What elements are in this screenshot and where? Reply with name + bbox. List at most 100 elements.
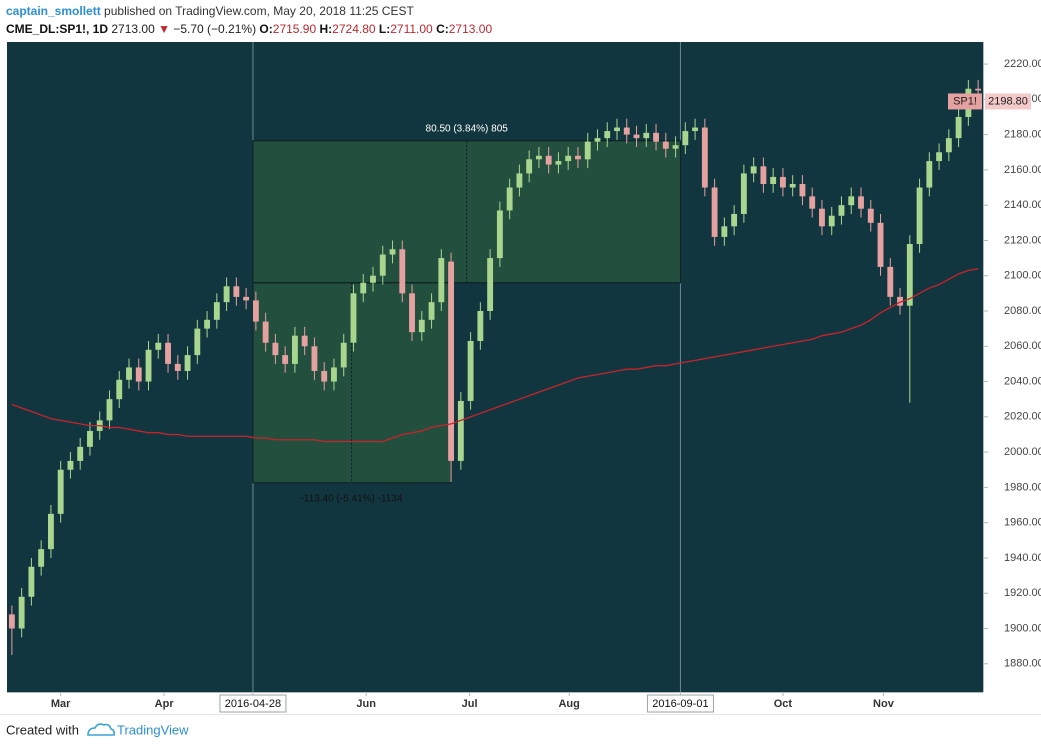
candle-body (760, 166, 767, 184)
candle-body (516, 173, 523, 188)
y-tick-label: 1920.00 (1004, 587, 1041, 599)
candle-body (106, 399, 113, 421)
candle-body (135, 367, 142, 382)
candle-body (38, 549, 45, 567)
open: 2715.90 (273, 22, 317, 36)
last-price-label: 2198.80 (988, 95, 1028, 107)
candle-body (682, 131, 689, 146)
candle-body (653, 132, 659, 142)
candle-body (145, 349, 152, 382)
candle-body (789, 183, 796, 188)
candle-body (77, 446, 84, 461)
candle-body (487, 258, 494, 311)
candle-body (282, 355, 289, 364)
y-tick-label: 1880.00 (1004, 658, 1041, 670)
candle-body (643, 132, 650, 139)
publish-line: captain_smollett published on TradingVie… (6, 4, 414, 18)
x-tick-label: Jul (462, 698, 478, 710)
candle-body (799, 183, 806, 197)
candle-body (409, 293, 415, 333)
price: 2713.00 (111, 22, 155, 36)
change: −5.70 (−0.21%) (173, 22, 256, 36)
candle-body (555, 161, 562, 165)
moving-average (11, 268, 979, 443)
y-tick-label: 2100.00 (1004, 270, 1041, 282)
candle-body (623, 127, 630, 135)
candle-body (877, 222, 884, 267)
candle-body (496, 210, 503, 259)
logo-icon (87, 723, 115, 736)
y-tick-label: 2000.00 (1004, 446, 1041, 458)
symbol-line: CME_DL:SP1!, 1D 2713.00 ▼ −5.70 (−0.21%)… (6, 22, 492, 36)
candle-body (477, 310, 484, 341)
symbol-tag-label: SP1! (953, 95, 977, 107)
candle-body (770, 176, 777, 184)
y-tick-label: 1960.00 (1004, 517, 1041, 529)
candle-body (438, 258, 445, 303)
candle-body (662, 141, 669, 149)
candle-body (858, 196, 864, 209)
candle-body (692, 127, 699, 132)
candle-body (779, 176, 786, 188)
tradingview-logo[interactable] (87, 723, 115, 736)
y-tick-label: 1900.00 (1004, 622, 1041, 634)
candle-body (252, 300, 259, 322)
candle-body (47, 513, 54, 550)
candle-body (399, 249, 406, 294)
candle-body (584, 141, 591, 160)
candle-body (526, 159, 533, 174)
candle-body (565, 155, 572, 162)
y-tick-label: 2060.00 (1004, 340, 1041, 352)
x-tick-label: Oct (774, 698, 793, 710)
high-label: H: (320, 22, 333, 36)
measure-label: 80.50 (3.84%) 805 (426, 123, 509, 134)
candle-body (838, 205, 845, 216)
x-marker-label-bg (646, 694, 714, 713)
low: 2711.00 (390, 22, 433, 36)
candle-body (633, 134, 640, 139)
candle-body (867, 208, 874, 223)
candle-body (194, 328, 201, 356)
candle-body (8, 614, 15, 629)
candle-body (887, 266, 894, 297)
author[interactable]: captain_smollett (6, 4, 101, 18)
candle-body (18, 596, 25, 629)
candle-body (67, 460, 74, 470)
candle-body (321, 370, 328, 382)
candle-body (535, 155, 542, 160)
last-price-tag (985, 93, 1031, 110)
candle-body (975, 88, 982, 91)
candle-body (370, 275, 376, 283)
candle-body (184, 355, 191, 371)
candle-body (467, 340, 474, 401)
candle-body (897, 296, 903, 306)
x-tick-label: Nov (873, 698, 895, 710)
y-tick-label: 2140.00 (1004, 199, 1041, 211)
created-with: Created with (6, 722, 79, 737)
published: published on TradingView.com, May 20, 20… (104, 4, 414, 18)
candle-body (28, 566, 35, 597)
candle-body (916, 187, 923, 244)
candle-body (233, 286, 240, 297)
measure-label: -113.40 (-5.41%) -1134 (301, 493, 403, 504)
candle-body (701, 127, 708, 188)
y-tick-label: 2160.00 (1004, 164, 1041, 176)
y-tick-label: 2040.00 (1004, 375, 1041, 387)
candle-body (272, 342, 279, 356)
candle-body (87, 430, 93, 447)
x-tick-label: Jun (356, 698, 376, 710)
candle-body (604, 131, 611, 139)
x-marker-label-bg (219, 694, 287, 713)
candle-body (457, 400, 464, 461)
candle-body (819, 208, 825, 227)
candle-body (750, 166, 757, 174)
candle-body (848, 196, 855, 206)
candle-body (57, 469, 64, 514)
candle-body (955, 116, 962, 139)
candle-body (428, 302, 435, 320)
candle-body (672, 145, 679, 149)
y-tick-label: 2180.00 (1004, 129, 1041, 141)
brand[interactable]: TradingView (117, 722, 189, 737)
candle-body (575, 155, 581, 160)
